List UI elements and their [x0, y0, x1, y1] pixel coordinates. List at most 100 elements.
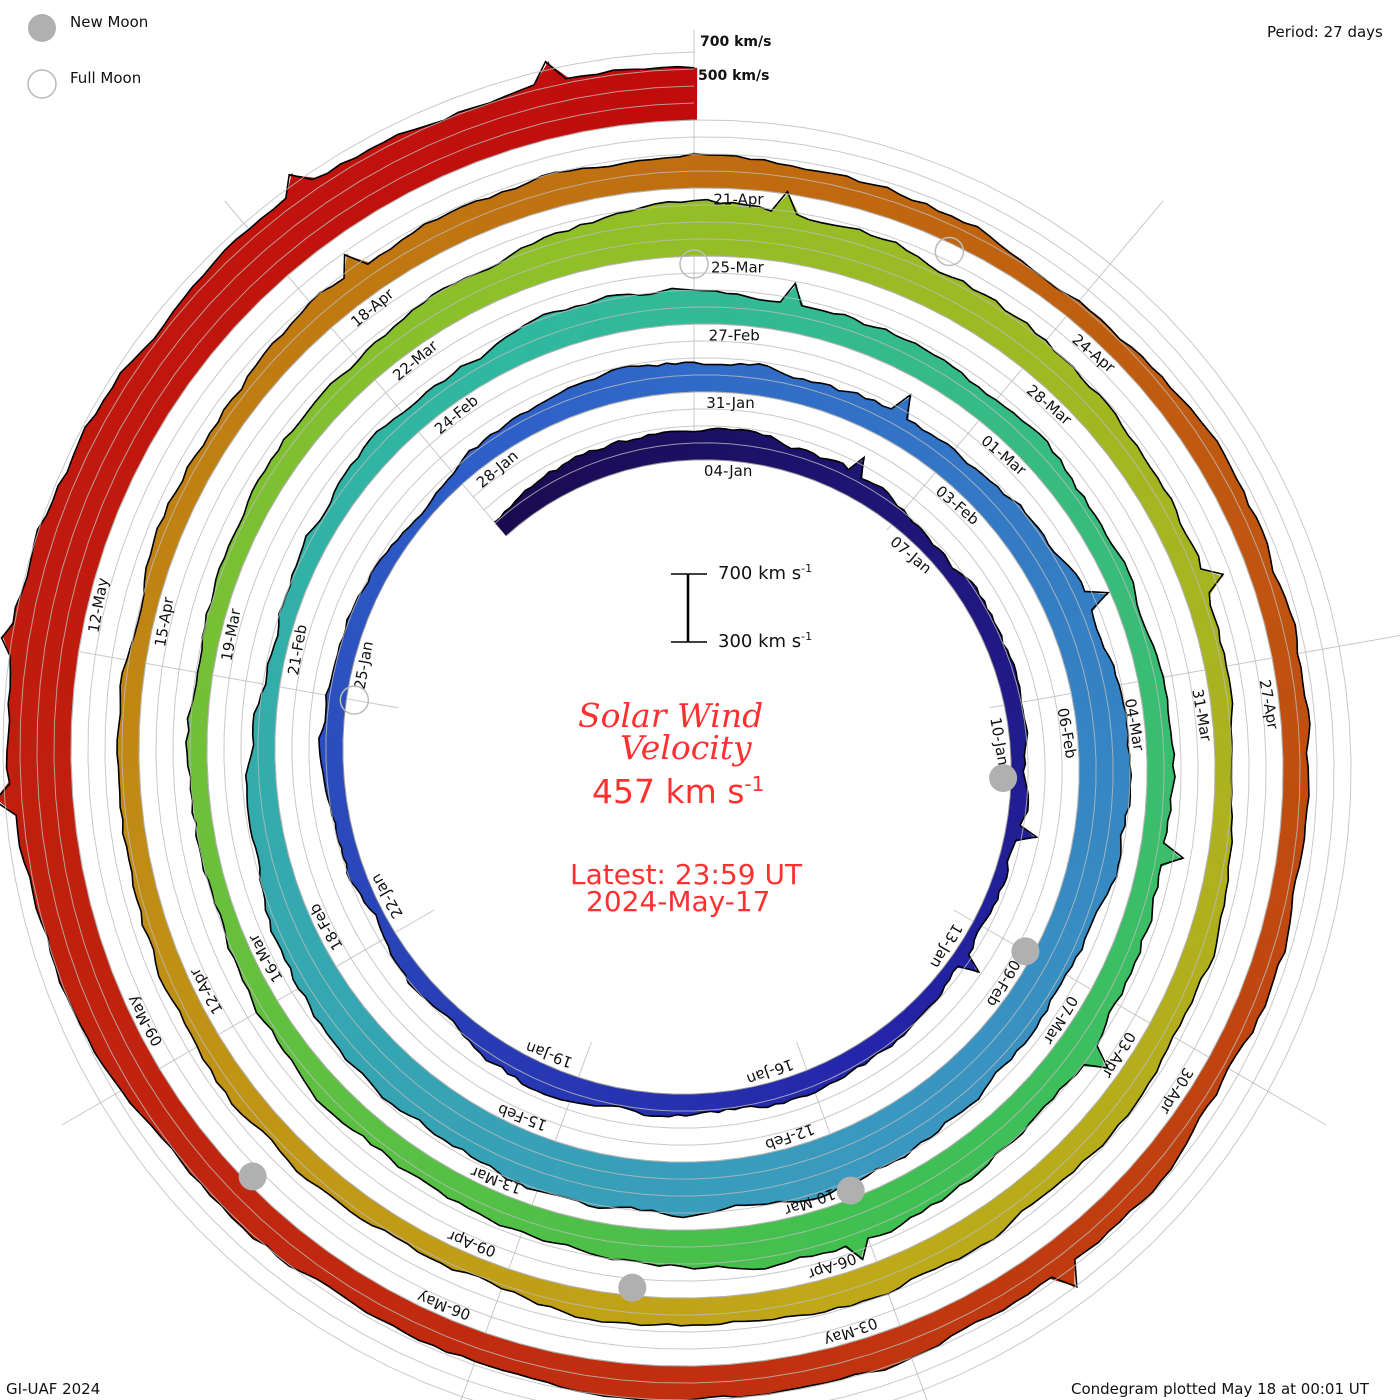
velocity-bar	[239, 511, 264, 535]
velocity-bar	[199, 1158, 237, 1196]
velocity-bar	[1091, 544, 1120, 566]
velocity-bar	[986, 643, 1008, 658]
velocity-bar	[804, 453, 822, 480]
velocity-bar	[271, 1017, 296, 1042]
velocity-bar	[684, 1094, 694, 1116]
velocity-bar	[545, 61, 579, 137]
velocity-bar	[954, 381, 981, 409]
velocity-bar	[1282, 766, 1309, 785]
velocity-bar	[989, 650, 1011, 665]
velocity-bar	[862, 1114, 896, 1167]
velocity-bar	[337, 1184, 364, 1212]
velocity-bar	[955, 1134, 988, 1174]
velocity-bar	[626, 439, 641, 469]
velocity-bar	[908, 526, 926, 545]
velocity-bar	[0, 778, 73, 801]
velocity-bar	[120, 697, 142, 715]
velocity-bar	[52, 482, 120, 526]
velocity-bar	[343, 627, 363, 643]
velocity-bar	[407, 970, 429, 990]
velocity-bar	[1098, 425, 1131, 455]
velocity-bar	[753, 363, 770, 397]
velocity-bar	[1206, 466, 1239, 495]
velocity-bar	[518, 84, 550, 144]
velocity-bar	[776, 1078, 792, 1104]
velocity-bar	[618, 440, 634, 471]
velocity-bar	[1055, 1227, 1087, 1262]
velocity-bar	[684, 362, 696, 393]
velocity-bar	[498, 424, 518, 449]
velocity-bar	[1026, 955, 1066, 986]
velocity-bar	[1058, 488, 1086, 513]
velocity-bar	[766, 1150, 788, 1203]
velocity-bar	[458, 106, 494, 163]
velocity-bar	[305, 526, 333, 548]
velocity-bar	[672, 288, 686, 325]
velocity-bar	[187, 763, 208, 778]
velocity-bar	[344, 254, 386, 295]
velocity-bar	[922, 272, 954, 312]
velocity-bar	[520, 410, 541, 436]
velocity-bar	[1153, 1127, 1187, 1160]
velocity-bar	[1136, 1034, 1168, 1062]
velocity-bar	[250, 1209, 289, 1246]
velocity-bar	[233, 522, 258, 545]
velocity-bar	[252, 478, 281, 504]
velocity-bar	[745, 364, 761, 396]
velocity-bar	[589, 449, 607, 480]
velocity-bar	[1213, 790, 1232, 807]
velocity-bar	[1074, 818, 1126, 838]
velocity-bar	[10, 652, 77, 681]
velocity-bar	[913, 994, 931, 1012]
velocity-bar	[314, 1254, 346, 1287]
velocity-bar	[1148, 1012, 1180, 1039]
velocity-bar	[1282, 738, 1309, 756]
velocity-bar	[377, 1291, 408, 1326]
velocity-bar	[419, 390, 444, 419]
velocity-bar	[993, 866, 1009, 880]
velocity-bar	[1179, 945, 1215, 971]
velocity-bar	[1242, 969, 1275, 996]
velocity-bar	[1105, 572, 1135, 594]
velocity-bar	[868, 487, 890, 513]
velocity-bar	[213, 248, 268, 306]
new-moon-marker	[1011, 937, 1040, 966]
velocity-bar	[891, 1015, 910, 1037]
velocity-bar	[810, 222, 837, 271]
velocity-bar	[1152, 387, 1183, 415]
velocity-bar	[1010, 426, 1042, 457]
velocity-bar	[307, 400, 336, 429]
velocity-bar	[833, 227, 863, 277]
velocity-bar	[488, 342, 512, 375]
velocity-bar	[910, 349, 937, 382]
velocity-bar	[908, 999, 926, 1018]
velocity-bar	[477, 1188, 501, 1220]
velocity-bar	[463, 449, 484, 474]
velocity-bar	[937, 366, 964, 398]
velocity-bar	[1146, 786, 1173, 802]
velocity-bar	[436, 1168, 462, 1199]
velocity-bar	[805, 308, 825, 339]
velocity-bar	[974, 300, 1007, 342]
velocity-bar	[964, 294, 999, 335]
velocity-bar	[72, 989, 126, 1025]
velocity-bar	[1035, 573, 1083, 603]
new-moon-legend-icon	[28, 14, 56, 42]
legend-full-moon-label: Full Moon	[70, 69, 142, 87]
date-label: 31-Jan	[706, 394, 754, 412]
velocity-bar	[1193, 1069, 1223, 1098]
velocity-bar	[1120, 456, 1152, 485]
velocity-bar	[456, 1178, 481, 1209]
velocity-bar	[72, 439, 138, 485]
velocity-bar	[964, 1128, 996, 1167]
velocity-bar	[530, 1207, 553, 1242]
velocity-bar	[907, 429, 933, 458]
velocity-bar	[1225, 505, 1258, 531]
velocity-bar	[6, 764, 72, 784]
velocity-bar	[535, 1140, 565, 1194]
velocity-bar	[878, 242, 910, 292]
velocity-bar	[323, 770, 345, 782]
velocity-bar	[919, 355, 946, 387]
velocity-bar	[1008, 725, 1028, 736]
